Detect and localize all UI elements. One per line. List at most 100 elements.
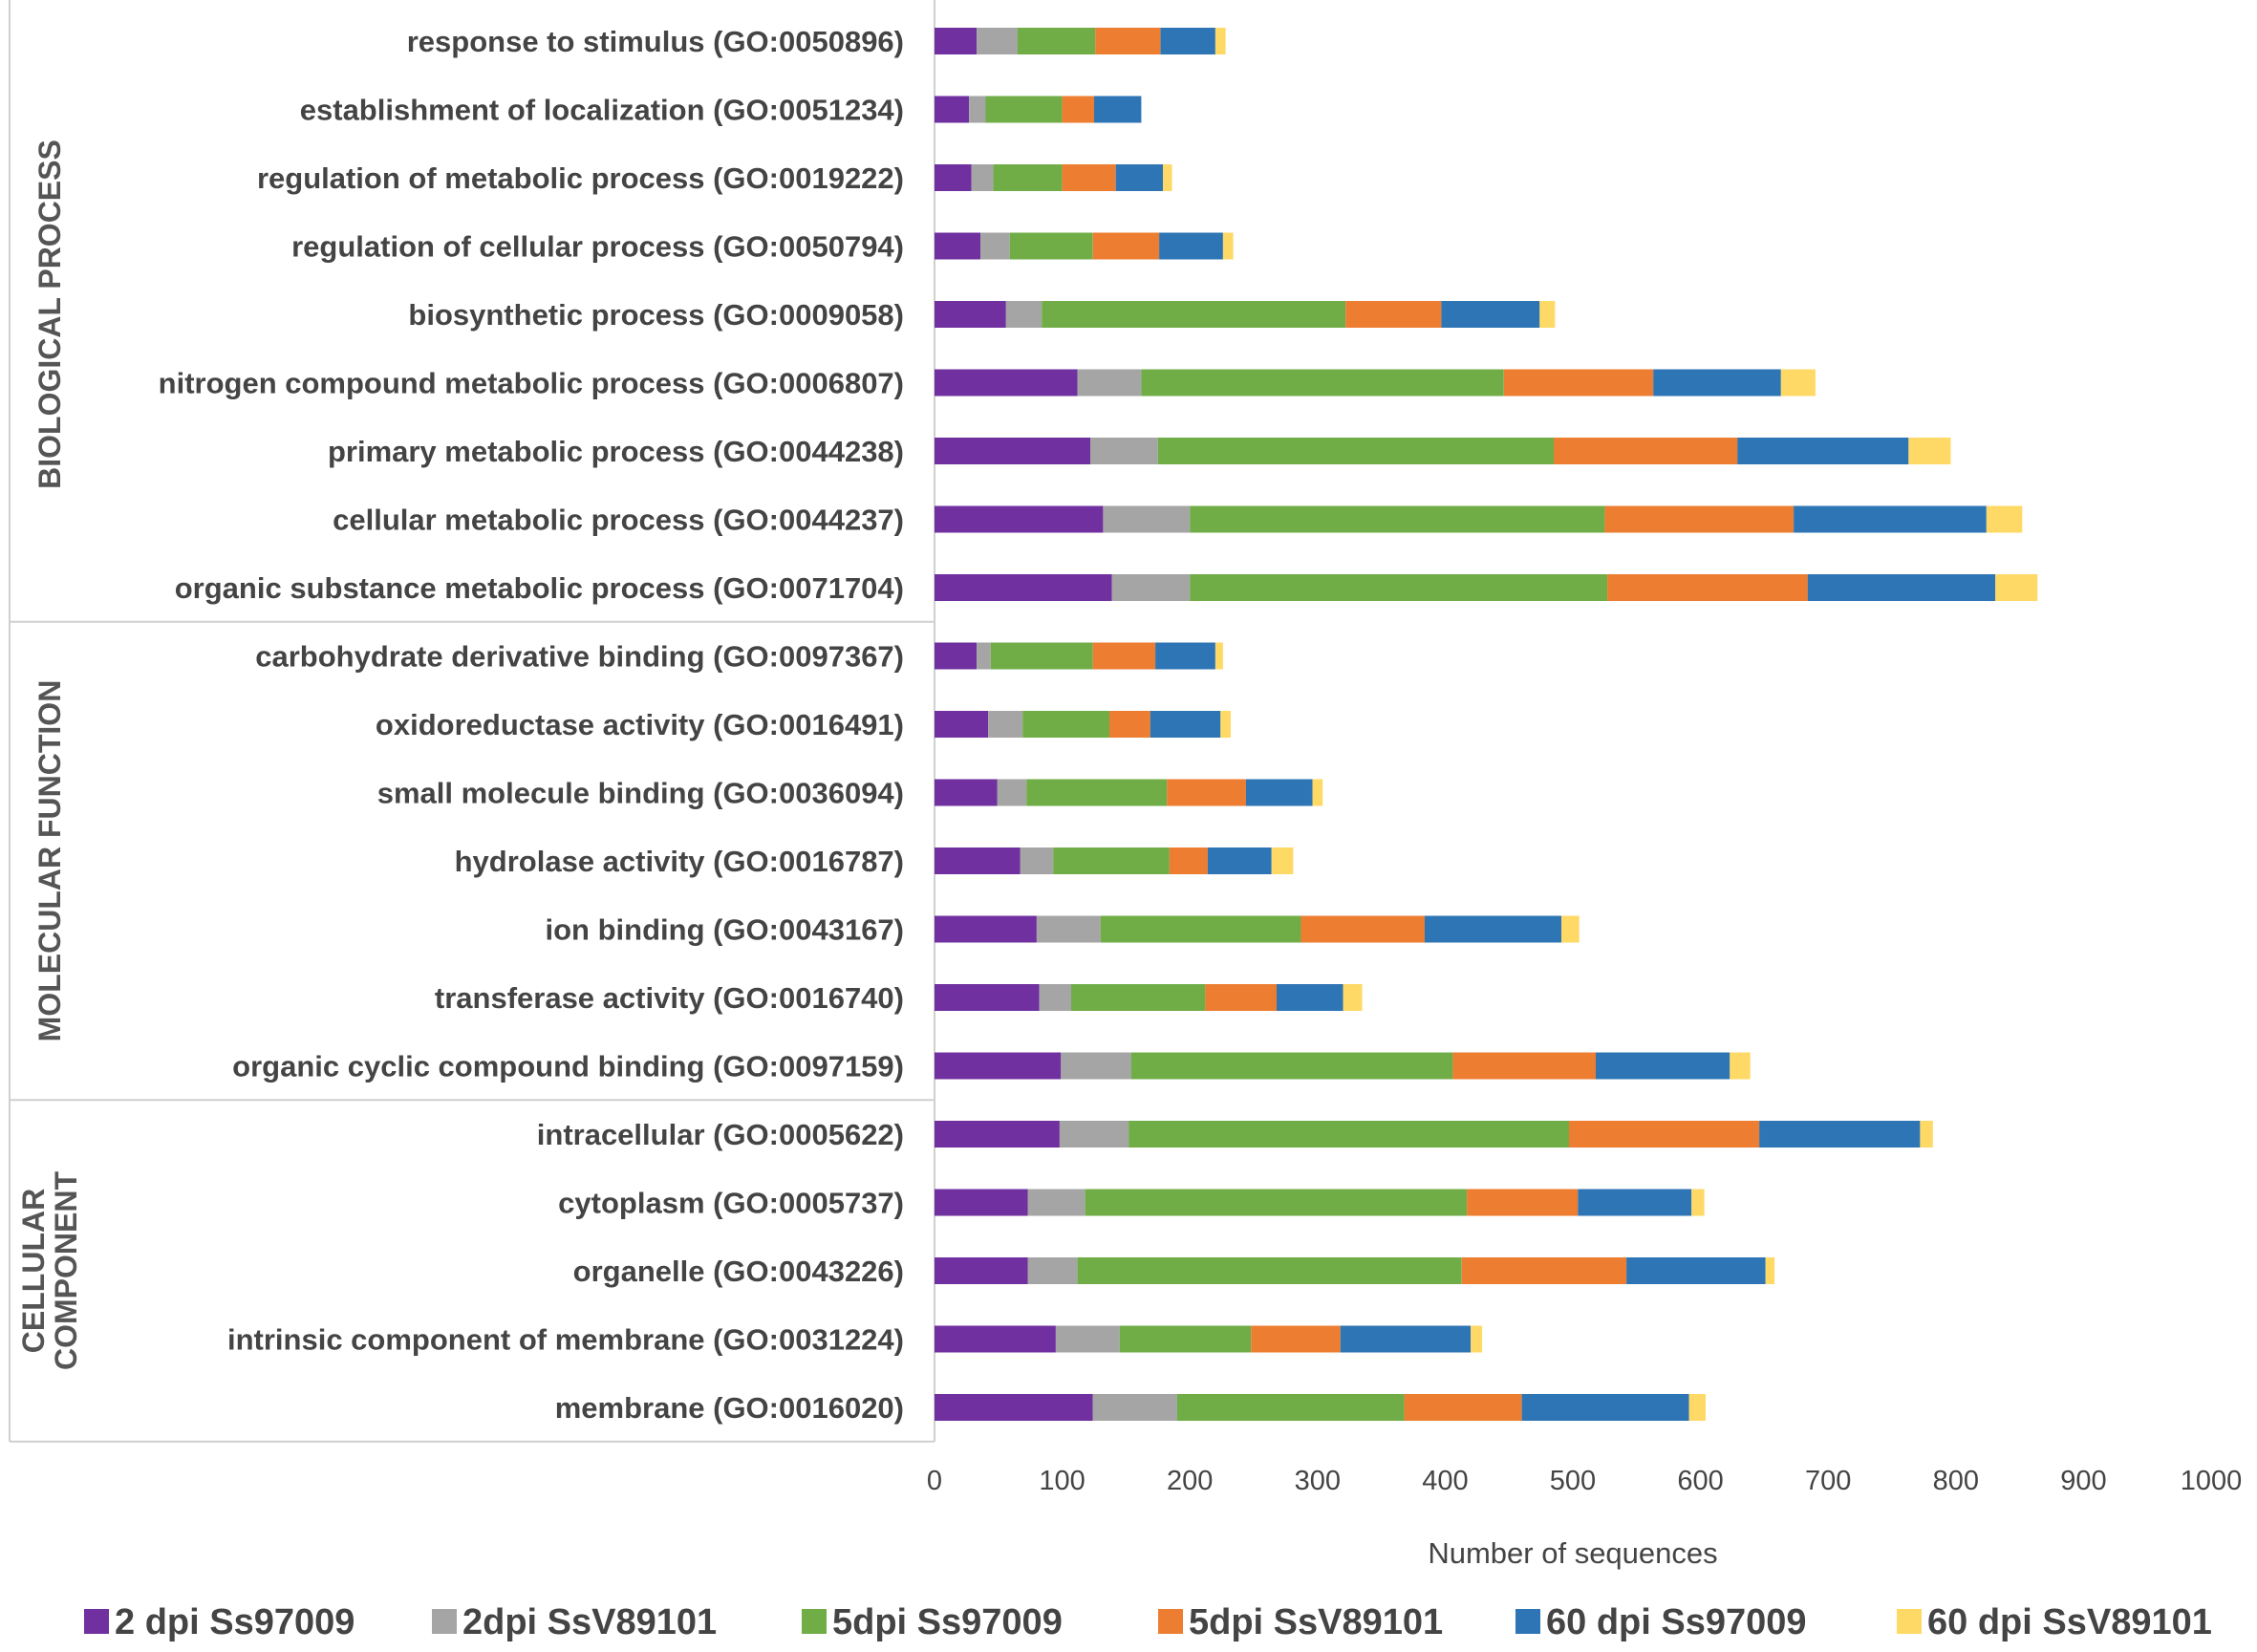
bar-segment	[935, 1394, 1093, 1421]
bar-segment	[1404, 1394, 1522, 1421]
bar-segment	[1343, 984, 1363, 1011]
bar-segment	[1214, 28, 1226, 54]
legend-label: 60 dpi Ss97009	[1546, 1602, 1807, 1642]
bar-segment	[1794, 505, 1987, 533]
bar-segment	[935, 711, 989, 738]
bar-segment	[990, 642, 1093, 670]
bar-segment	[1111, 574, 1191, 601]
bar-segment	[1159, 232, 1223, 260]
bar-segment	[1688, 1394, 1706, 1421]
legend-label: 5dpi SsV89101	[1189, 1602, 1443, 1642]
x-tick-label: 700	[1805, 1466, 1851, 1496]
bar-segment	[1471, 1325, 1483, 1353]
bar-segment	[1103, 505, 1191, 533]
bar-segment	[935, 369, 1078, 397]
bar-segment	[1062, 96, 1094, 123]
bar-segment	[1094, 96, 1142, 123]
group-labels: BIOLOGICAL PROCESS MOLECULAR FUNCTION CELL…	[16, 139, 83, 1370]
bar-segment	[1109, 711, 1150, 738]
bar-segment	[1141, 369, 1504, 397]
bar-segment	[1130, 1052, 1453, 1080]
bar-segment	[993, 164, 1063, 191]
bar-segment	[977, 28, 1018, 54]
bar-segment	[935, 505, 1104, 533]
bar-segment	[935, 438, 1090, 464]
bar-segment	[1059, 1121, 1128, 1148]
bar-segment	[935, 984, 1040, 1011]
category-label: regulation of cellular process (GO:00507…	[291, 230, 904, 264]
category-label: establishment of localization (GO:005123…	[300, 94, 904, 127]
group-label: MOLECULAR FUNCTION	[32, 680, 67, 1042]
x-tick-label: 800	[1933, 1466, 1979, 1496]
bar-segment	[1312, 779, 1323, 806]
bar-segment	[1005, 301, 1043, 328]
legend-label: 2dpi SsV89101	[462, 1602, 717, 1642]
bar-segment	[1425, 915, 1561, 943]
category-label: cytoplasm (GO:0005737)	[558, 1187, 904, 1220]
bar-segment	[969, 96, 986, 123]
bar-segment	[1986, 505, 2023, 533]
bar-segment	[1759, 1121, 1921, 1148]
legend-swatch	[1158, 1609, 1183, 1634]
x-tick-label: 900	[2060, 1466, 2106, 1496]
x-tick-label: 100	[1039, 1466, 1085, 1496]
x-tick-label: 600	[1677, 1466, 1723, 1496]
x-tick-label: 0	[927, 1466, 942, 1496]
category-label: transferase activity (GO:0016740)	[435, 981, 904, 1015]
bar-segment	[1653, 369, 1781, 397]
bar-segment	[935, 642, 978, 670]
bar-segment	[971, 164, 994, 191]
legend-swatch	[1515, 1609, 1540, 1634]
bar-segment	[1115, 164, 1164, 191]
bar-segment	[1467, 1189, 1579, 1216]
category-label: small molecule binding (GO:0036094)	[377, 777, 904, 810]
category-label: cellular metabolic process (GO:0044237)	[333, 504, 904, 537]
bar-segment	[935, 847, 1021, 874]
bar-segment	[935, 1121, 1060, 1148]
bar-segment	[1251, 1325, 1341, 1353]
bar-segment	[1085, 1189, 1468, 1216]
category-label: ion binding (GO:0043167)	[546, 913, 905, 947]
legend-swatch	[802, 1609, 827, 1634]
bar-segment	[1020, 847, 1054, 874]
x-axis-ticks: 0 100 200 300 400 500 600 700 800 900 1000	[927, 1466, 2242, 1496]
legend-swatch	[432, 1609, 457, 1634]
bar-segment	[977, 642, 991, 670]
bar-segment	[1061, 1052, 1131, 1080]
bar-segment	[1300, 915, 1425, 943]
bar-segment	[1214, 642, 1223, 670]
bar-segment	[1160, 28, 1215, 54]
bar-segment	[1009, 232, 1093, 260]
bar-segment	[1100, 915, 1301, 943]
bar-segment	[1920, 1121, 1933, 1148]
legend-swatch	[84, 1609, 109, 1634]
bar-segment	[1521, 1394, 1689, 1421]
bar-segment	[1157, 438, 1554, 464]
bar-segment	[1277, 984, 1343, 1011]
category-label: primary metabolic process (GO:0044238)	[328, 435, 904, 468]
group-label: BIOLOGICAL PROCESS	[32, 139, 67, 489]
bar-segment	[1561, 915, 1580, 943]
bar-segment	[988, 711, 1023, 738]
bar-segment	[1062, 164, 1116, 191]
bar-segment	[1271, 847, 1294, 874]
category-label: organic cyclic compound binding (GO:0097…	[232, 1050, 904, 1083]
bar-segment	[935, 28, 978, 54]
bar-segment	[1092, 642, 1156, 670]
group-label: COMPONENT	[49, 1171, 83, 1370]
legend: 2 dpi Ss97009 2dpi SsV89101 5dpi Ss97009 5d…	[84, 1602, 2212, 1642]
bar-segment	[1461, 1257, 1627, 1284]
bar-segment	[1441, 301, 1540, 328]
bar-segment	[1042, 301, 1346, 328]
bar-segment	[1027, 1257, 1078, 1284]
bar-segment	[1737, 438, 1909, 464]
bar-segment	[1190, 574, 1608, 601]
bar-segment	[1222, 232, 1234, 260]
bar-segment	[1176, 1394, 1405, 1421]
category-label: organic substance metabolic process (GO:…	[175, 571, 904, 605]
bar-segment	[1554, 438, 1738, 464]
bar-segment	[1027, 1189, 1086, 1216]
bar-segment	[1071, 984, 1206, 1011]
bar-segment	[1092, 1394, 1177, 1421]
